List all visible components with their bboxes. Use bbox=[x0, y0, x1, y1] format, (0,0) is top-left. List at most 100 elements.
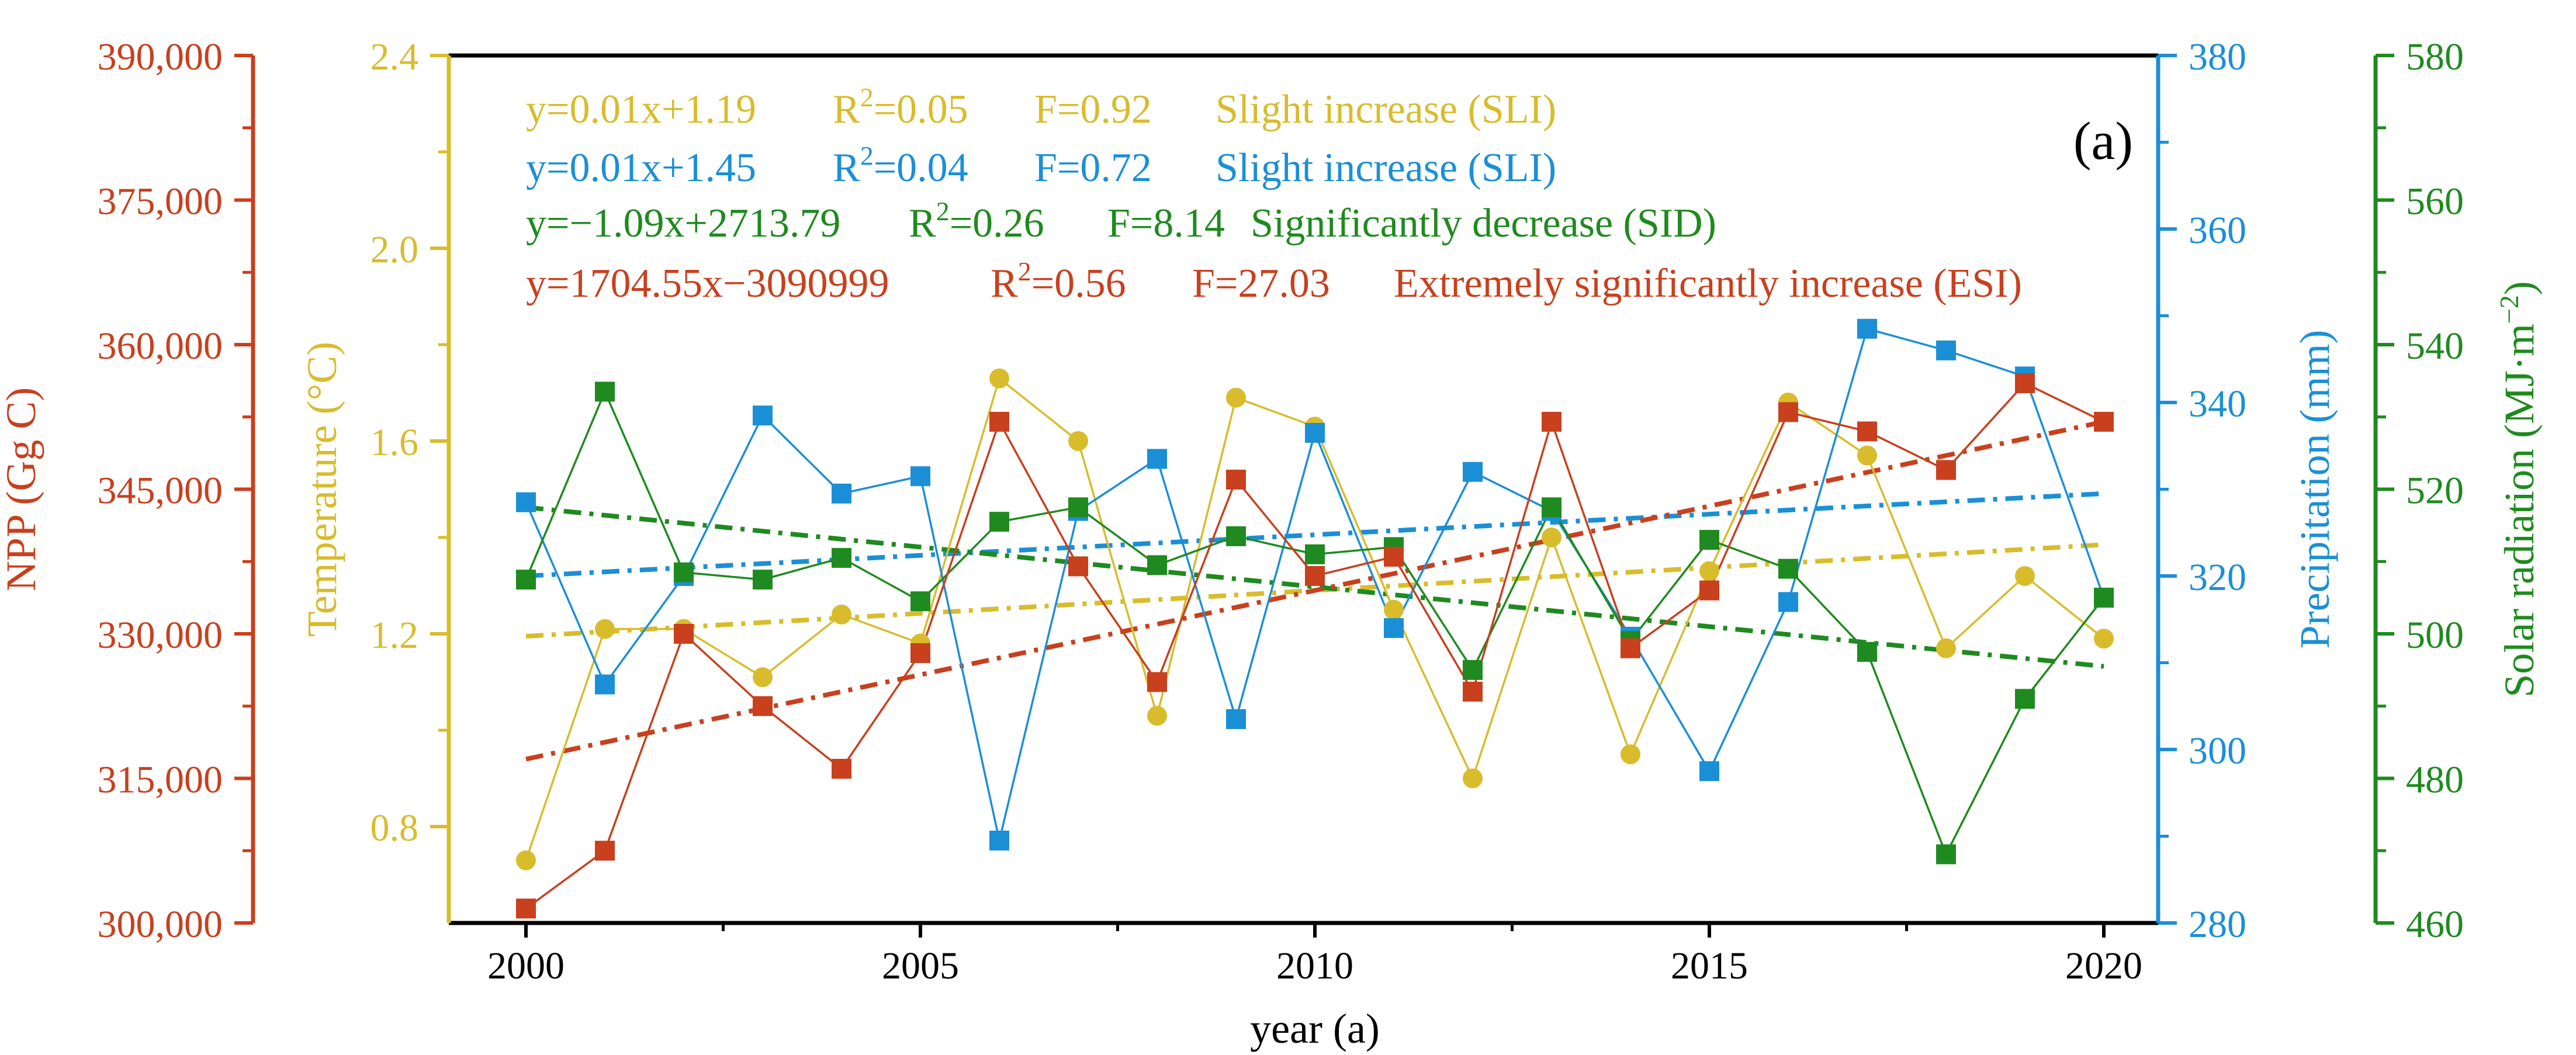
solar-point bbox=[1147, 555, 1167, 575]
solar-point bbox=[753, 570, 773, 590]
precip-point bbox=[1147, 449, 1167, 469]
npp-trend-line bbox=[525, 419, 2104, 762]
solar-tick-label: 460 bbox=[2406, 903, 2464, 946]
solar-axis-title-text: Solar radiation (MJ·m bbox=[2496, 324, 2543, 697]
annotation-r2-value: =0.04 bbox=[874, 145, 968, 190]
annotation-r2-sup: 2 bbox=[860, 82, 874, 112]
temp-point bbox=[1068, 431, 1088, 451]
npp-point bbox=[1305, 566, 1325, 586]
annotation-r2-value: =0.26 bbox=[950, 201, 1044, 246]
x-tick-label: 2005 bbox=[882, 945, 959, 987]
solar-point bbox=[1857, 641, 1877, 662]
precip-tick-label: 340 bbox=[2189, 383, 2246, 425]
series-layer bbox=[516, 318, 2114, 919]
precip-point bbox=[1936, 340, 1956, 360]
precip-point bbox=[753, 405, 773, 426]
temp-point bbox=[1542, 528, 1561, 547]
temp-point bbox=[1699, 561, 1719, 581]
x-tick-label: 2000 bbox=[487, 945, 565, 987]
npp-point bbox=[2015, 373, 2035, 393]
solar-axis-title-sup: −2 bbox=[2494, 295, 2524, 324]
annotation-r2-symbol: R bbox=[833, 87, 860, 132]
temp-point bbox=[1226, 387, 1246, 408]
npp-point bbox=[595, 841, 615, 861]
npp-point bbox=[753, 696, 773, 716]
precip-axis-title-text: Precipitation (mm) bbox=[2291, 330, 2338, 649]
precip-point bbox=[1778, 592, 1798, 612]
npp-axis-title: NPP (Gg C) bbox=[0, 387, 44, 591]
precip-tick-label: 380 bbox=[2189, 36, 2246, 78]
precip-point bbox=[516, 492, 536, 512]
temp-point bbox=[832, 605, 851, 624]
temp-tick-label: 0.8 bbox=[371, 807, 419, 849]
npp-tick-label: 330,000 bbox=[98, 614, 223, 657]
solar-point bbox=[516, 570, 536, 590]
precip-tick-label: 300 bbox=[2189, 730, 2246, 772]
npp-point bbox=[1542, 412, 1561, 432]
npp-point bbox=[910, 643, 930, 663]
annotation-f: F=8.14 bbox=[1107, 201, 1225, 246]
npp-point bbox=[1463, 682, 1483, 702]
precip-point bbox=[1857, 318, 1877, 339]
npp-point bbox=[1384, 547, 1404, 567]
solar-point bbox=[1936, 844, 1956, 865]
temp-tick-label: 1.2 bbox=[371, 614, 419, 657]
solar-point bbox=[2015, 689, 2035, 709]
npp-point bbox=[1857, 421, 1877, 442]
precip-point bbox=[910, 466, 930, 487]
solar-tick-label: 480 bbox=[2406, 759, 2464, 801]
annotation-class: Extremely significantly increase (ESI) bbox=[1394, 261, 2022, 306]
x-tick-label: 2015 bbox=[1671, 945, 1748, 987]
solar-point bbox=[1699, 530, 1719, 550]
solar-tick-label: 560 bbox=[2406, 181, 2464, 223]
solar-point bbox=[989, 512, 1009, 532]
temp-point bbox=[2015, 566, 2035, 586]
precip-tick-label: 320 bbox=[2189, 556, 2246, 599]
temp-point bbox=[989, 368, 1009, 388]
temp-point bbox=[1384, 599, 1404, 620]
trend-layer bbox=[525, 419, 2104, 762]
npp-point bbox=[1621, 638, 1640, 658]
annotation-f: F=0.92 bbox=[1034, 87, 1152, 132]
annotation-r2-sup: 2 bbox=[860, 141, 874, 171]
solar-point bbox=[1226, 526, 1246, 546]
npp-tick-label: 360,000 bbox=[98, 325, 223, 367]
solar-tick-label: 580 bbox=[2406, 36, 2464, 78]
temp-tick-label: 1.6 bbox=[371, 421, 419, 464]
npp-point bbox=[1778, 402, 1798, 422]
annotation-r2-symbol: R bbox=[991, 261, 1018, 306]
temp-point bbox=[516, 850, 536, 870]
npp-point bbox=[1699, 580, 1719, 601]
npp-point bbox=[1226, 470, 1246, 490]
npp-point bbox=[1936, 460, 1956, 480]
npp-tick-label: 300,000 bbox=[98, 903, 223, 946]
solar-point bbox=[1778, 558, 1798, 579]
npp-point bbox=[516, 898, 536, 919]
annotation-class: Slight increase (SLI) bbox=[1216, 145, 1556, 190]
annotation-equation: y=0.01x+1.19 bbox=[526, 87, 756, 132]
temp-point bbox=[1463, 768, 1483, 789]
solar-tick-label: 520 bbox=[2406, 470, 2464, 512]
solar-point bbox=[1068, 497, 1088, 518]
precip-point bbox=[1699, 761, 1719, 782]
annotation-r2-symbol: R bbox=[833, 145, 860, 190]
annotation-equation: y=1704.55x−3090999 bbox=[526, 261, 889, 306]
annotation-r2-symbol: R bbox=[909, 201, 936, 246]
npp-point bbox=[1068, 556, 1088, 577]
solar-point bbox=[1463, 660, 1483, 680]
solar-axis-title-tail: ) bbox=[2496, 281, 2543, 295]
annotation-equation: y=0.01x+1.45 bbox=[526, 145, 756, 190]
solar-tick-label: 500 bbox=[2406, 614, 2464, 657]
temp-point bbox=[2094, 629, 2114, 649]
precip-point bbox=[1305, 422, 1325, 443]
solar-point bbox=[1305, 544, 1325, 564]
annotation-layer: y=0.01x+1.19 R2=0.05 F=0.92 Slight increase… bbox=[526, 82, 2022, 306]
precip-tick-label: 360 bbox=[2189, 209, 2246, 252]
temp-point bbox=[1857, 445, 1877, 466]
axes-layer: 2000 2005 2010 2015 2020 300,000 315,000 330,00… bbox=[0, 36, 2543, 987]
solar-point bbox=[832, 548, 851, 568]
temp-axis-title-text: Temperature (°C) bbox=[299, 342, 345, 637]
npp-tick-label: 390,000 bbox=[98, 36, 223, 78]
x-tick-label: 2010 bbox=[1276, 945, 1353, 987]
